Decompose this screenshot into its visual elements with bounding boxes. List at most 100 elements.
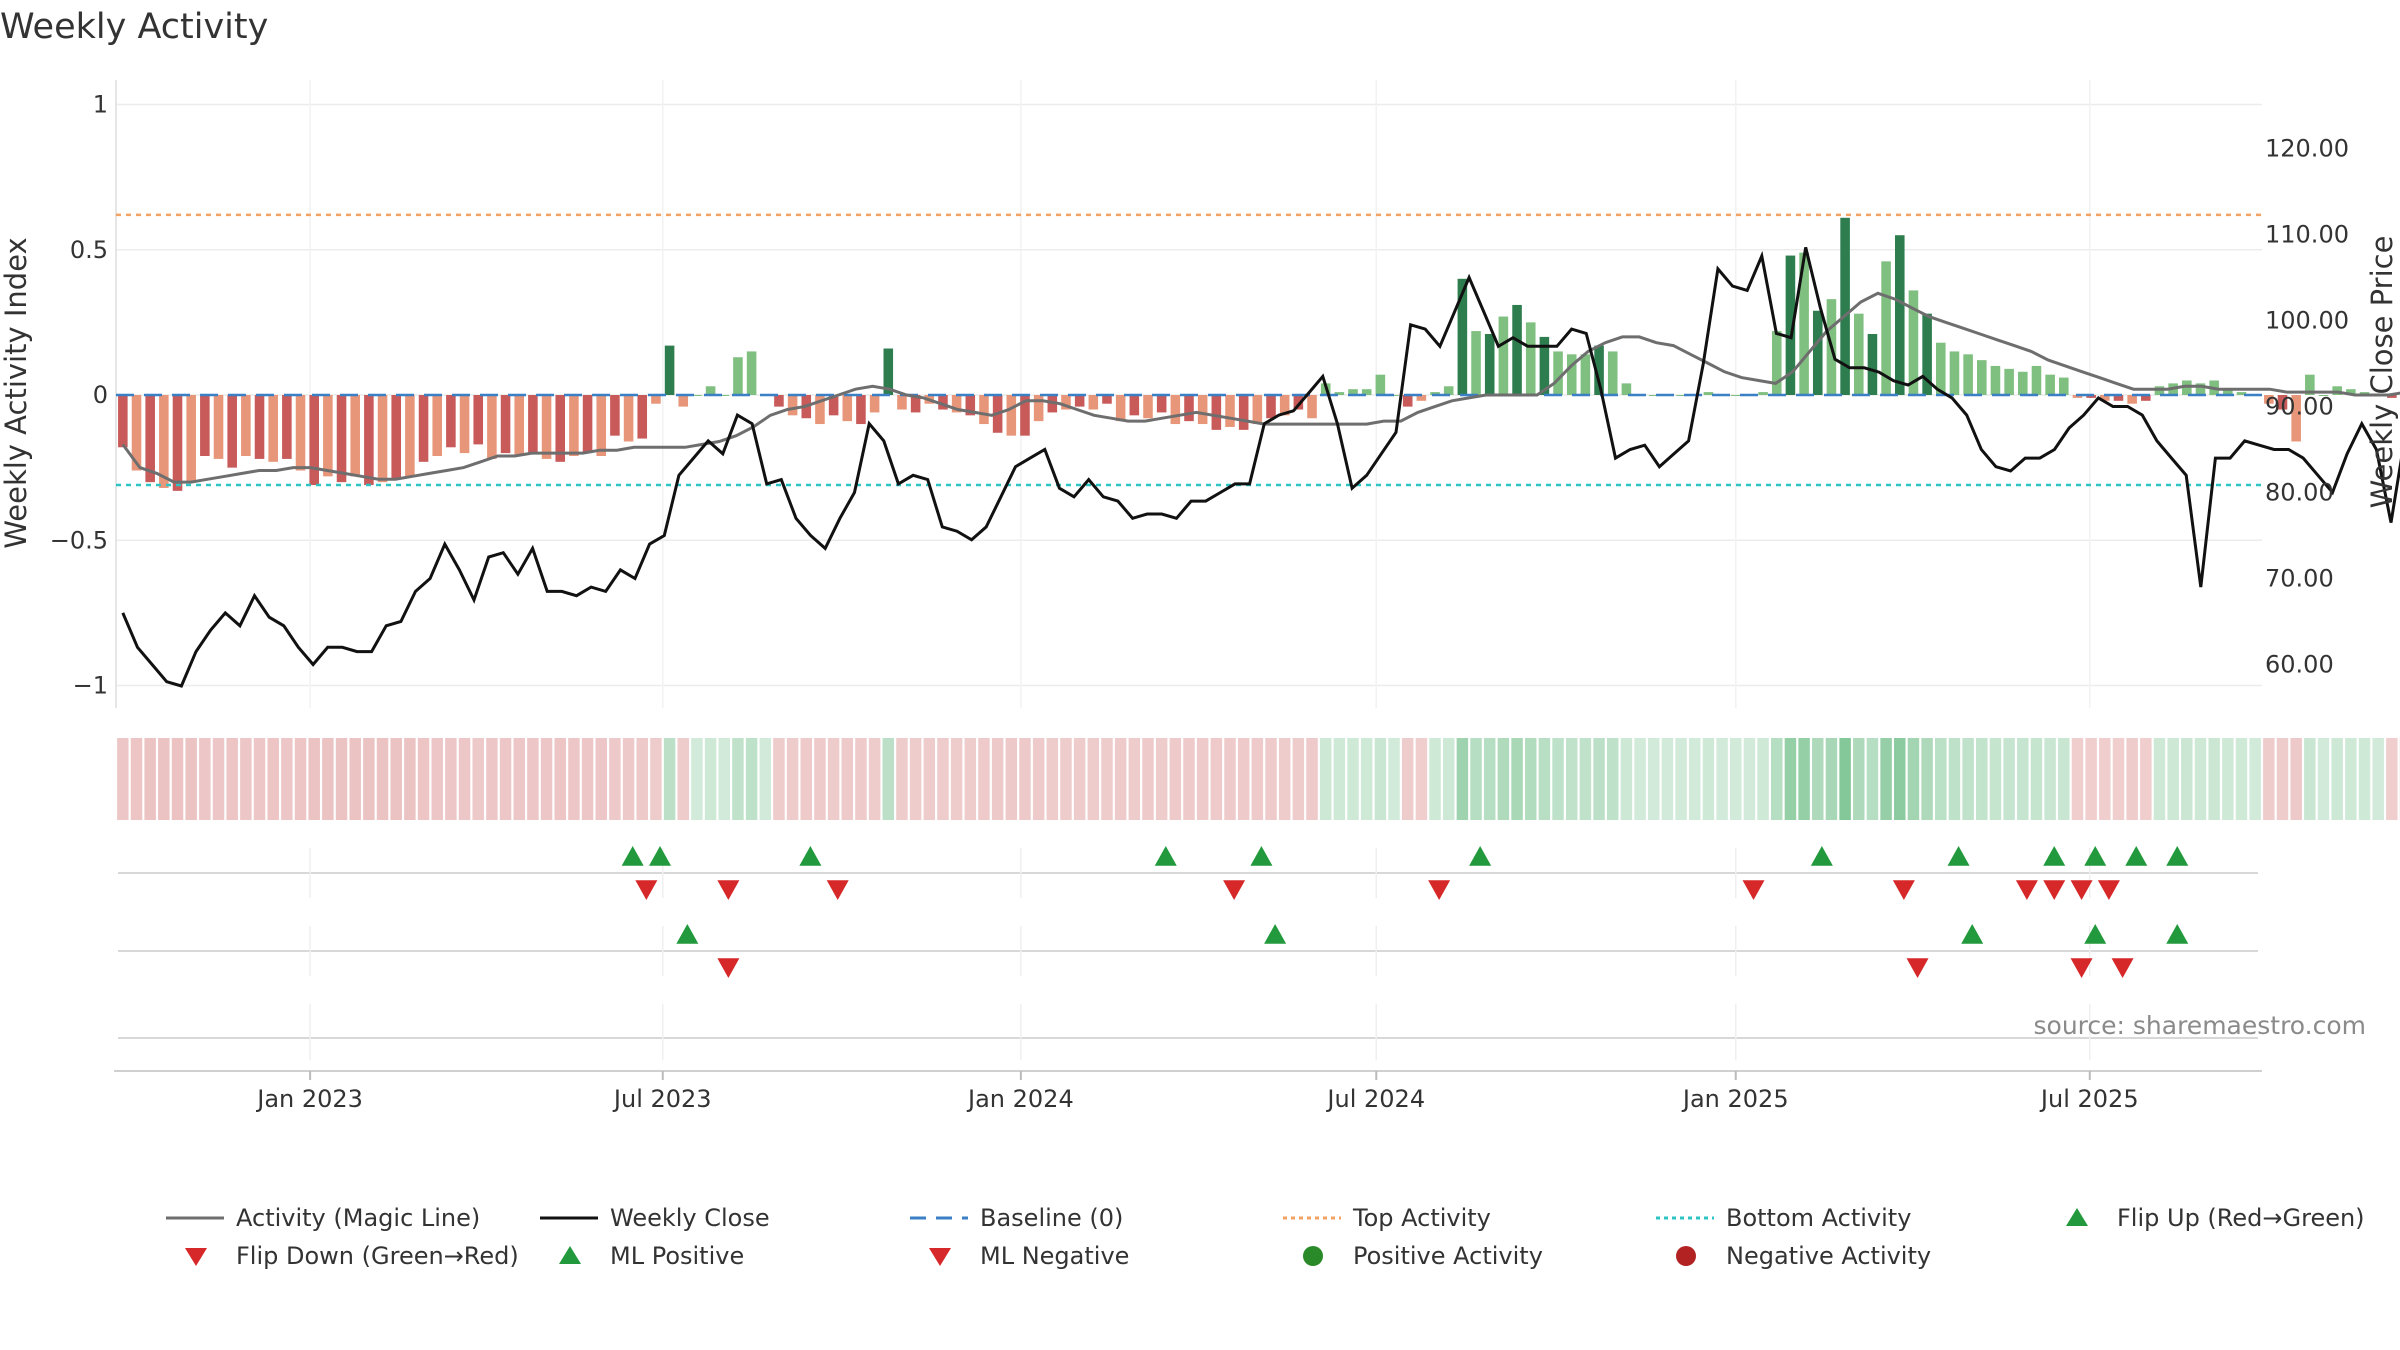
x-axis-ticks: Jan 2023 Jul 2023 Jan 2024 Jul 2024 Jan 2025…: [255, 1071, 2139, 1113]
activity-bar: [2100, 395, 2110, 401]
legend-item: Top Activity: [1283, 1204, 1491, 1232]
heat-cell: [1511, 738, 1523, 820]
heat-cell: [212, 738, 225, 820]
heat-cell: [677, 738, 689, 820]
activity-bar: [910, 395, 921, 413]
activity-bars: [118, 217, 2397, 491]
legend: Activity (Magic Line) Weekly Close Baselin…: [166, 1204, 2365, 1270]
activity-bar: [213, 395, 224, 459]
legend-label: Positive Activity: [1353, 1242, 1543, 1270]
activity-bar: [856, 395, 866, 425]
heat-cell: [2181, 738, 2193, 820]
heat-cell: [2208, 738, 2220, 820]
heat-cell: [1005, 738, 1018, 820]
heat-cell: [335, 738, 348, 820]
heat-cell: [1606, 738, 1619, 820]
heat-cell: [2331, 738, 2343, 820]
heat-cell: [1825, 738, 1838, 820]
flip-up-marker: [2125, 846, 2148, 866]
heat-cell: [2276, 738, 2289, 820]
ml-positive-marker: [676, 924, 699, 944]
activity-bar: [1074, 395, 1085, 407]
activity-bar: [1730, 395, 1741, 396]
heat-cell: [855, 738, 867, 820]
activity-bar: [1594, 345, 1604, 395]
activity-bar: [1102, 395, 1112, 404]
activity-bar: [1758, 392, 1768, 395]
activity-bar: [1170, 395, 1181, 425]
y2-tick-label: 80.00: [2265, 479, 2334, 507]
heat-cell: [1333, 738, 1346, 820]
activity-bar: [2045, 374, 2055, 395]
activity-bar: [432, 395, 443, 457]
heat-cell: [909, 738, 922, 820]
activity-bar: [1894, 235, 1905, 395]
heat-cell: [2167, 738, 2179, 820]
activity-bar: [596, 395, 607, 457]
heat-cell: [1401, 738, 1414, 820]
activity-bar: [569, 395, 579, 457]
heat-cell: [417, 738, 430, 820]
activity-bar: [979, 395, 989, 425]
flip-up-marker: [2166, 846, 2189, 866]
heat-cell: [1101, 738, 1113, 820]
heat-cell: [199, 738, 211, 820]
activity-bar: [1279, 395, 1290, 416]
activity-bar: [336, 395, 347, 483]
legend-swatch-up-triangle-icon: [2066, 1208, 2088, 1226]
heat-cell: [581, 738, 594, 820]
heat-cell: [1183, 738, 1195, 820]
heat-cell: [1265, 738, 1277, 820]
heat-cell: [1798, 738, 1810, 820]
heat-cell: [1757, 738, 1769, 820]
legend-item: Flip Down (Green→Red): [185, 1242, 519, 1270]
y-axis-ticks: 1 0.5 0 −0.5 −1: [50, 91, 108, 700]
y2-axis-ticks: 120.00 110.00 100.00 90.00 80.00 70.00 60.00: [2265, 135, 2349, 679]
heat-cell: [226, 738, 238, 820]
activity-bar: [473, 395, 484, 445]
activity-bar: [295, 395, 306, 471]
activity-bar: [1020, 395, 1030, 436]
heat-cell: [117, 738, 129, 820]
y-tick-label: −0.5: [50, 526, 108, 554]
activity-bar: [350, 395, 360, 477]
heat-cell: [1948, 738, 1961, 820]
activity-bar: [746, 351, 757, 395]
heat-cell: [896, 738, 908, 820]
flip-down-marker: [2097, 880, 2120, 900]
heat-cell: [1237, 738, 1250, 820]
heat-cell: [130, 738, 143, 820]
heat-cell: [1169, 738, 1182, 820]
activity-bar: [1703, 392, 1714, 395]
flip-down-marker: [1742, 880, 1765, 900]
heat-cell: [404, 738, 416, 820]
activity-bar: [1184, 395, 1194, 422]
legend-label: Top Activity: [1352, 1204, 1491, 1232]
activity-bar: [1840, 217, 1850, 395]
heat-cell: [2235, 738, 2248, 820]
activity-bar: [883, 348, 894, 395]
activity-bar: [2236, 392, 2247, 395]
activity-heat-strip: [117, 738, 2400, 820]
activity-bar: [1443, 386, 1454, 395]
heat-cell: [882, 738, 895, 820]
y2-tick-label: 110.00: [2265, 221, 2349, 249]
heat-cell: [376, 738, 389, 820]
activity-bar: [951, 395, 962, 413]
heat-cell: [486, 738, 498, 820]
heat-cell: [841, 738, 854, 820]
x-tick-label: Jan 2023: [255, 1085, 363, 1113]
heat-cell: [1114, 738, 1127, 820]
ml-negative-marker: [2111, 958, 2134, 978]
activity-bar: [1512, 304, 1522, 395]
heat-cell: [964, 738, 977, 820]
heat-cell: [2345, 738, 2357, 820]
activity-bar: [1990, 365, 2001, 395]
heat-cell: [2263, 738, 2275, 820]
activity-bar: [227, 395, 237, 468]
activity-bar: [1853, 313, 1864, 395]
activity-bar: [1238, 395, 1249, 430]
legend-item: Flip Up (Red→Green): [2066, 1204, 2365, 1232]
heat-cell: [322, 738, 334, 820]
activity-bar: [1307, 395, 1317, 419]
